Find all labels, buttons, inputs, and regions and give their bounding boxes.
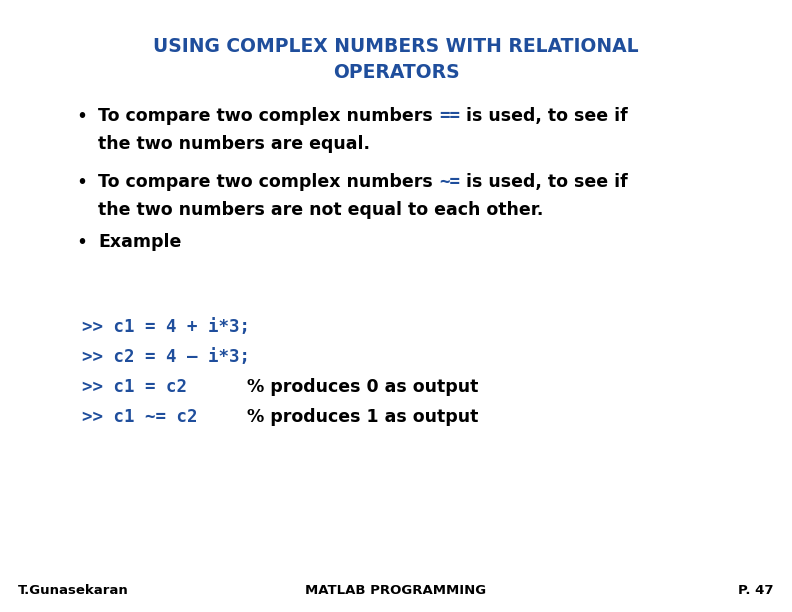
Text: >> c1 = 4 + i*3;: >> c1 = 4 + i*3; [82,318,250,336]
Text: % produces 0 as output: % produces 0 as output [247,378,478,396]
Text: USING COMPLEX NUMBERS WITH RELATIONAL: USING COMPLEX NUMBERS WITH RELATIONAL [153,37,639,56]
Text: >> c2 = 4 – i*3;: >> c2 = 4 – i*3; [82,348,250,366]
Text: •: • [77,173,88,192]
Text: % produces 1 as output: % produces 1 as output [247,408,478,426]
Text: OPERATORS: OPERATORS [333,62,459,81]
Text: To compare two complex numbers: To compare two complex numbers [98,107,439,125]
Text: •: • [77,233,88,252]
Text: the two numbers are not equal to each other.: the two numbers are not equal to each ot… [98,201,543,219]
Text: T.Gunasekaran: T.Gunasekaran [18,583,129,597]
Text: >> c1 ~= c2: >> c1 ~= c2 [82,408,197,426]
Text: Example: Example [98,233,181,251]
Text: MATLAB PROGRAMMING: MATLAB PROGRAMMING [306,583,486,597]
Text: is used, to see if: is used, to see if [459,173,627,191]
Text: is used, to see if: is used, to see if [459,107,627,125]
Text: the two numbers are equal.: the two numbers are equal. [98,135,370,153]
Text: P. 47: P. 47 [738,583,774,597]
Text: To compare two complex numbers: To compare two complex numbers [98,173,439,191]
Text: >> c1 = c2: >> c1 = c2 [82,378,187,396]
Text: ~=: ~= [439,173,459,191]
Text: ==: == [439,107,459,125]
Text: •: • [77,106,88,125]
